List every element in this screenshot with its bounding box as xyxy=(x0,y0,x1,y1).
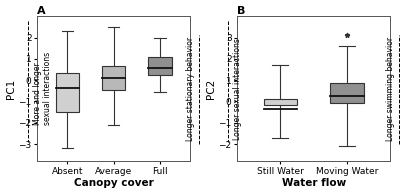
Text: Longer sexual interactions: Longer sexual interactions xyxy=(232,38,242,140)
Bar xyxy=(148,57,172,75)
Bar xyxy=(330,83,364,103)
X-axis label: Water flow: Water flow xyxy=(282,178,346,188)
Bar xyxy=(264,99,297,105)
X-axis label: Canopy cover: Canopy cover xyxy=(74,178,154,188)
Text: More and longer
sexual interactions: More and longer sexual interactions xyxy=(32,52,52,125)
Text: A: A xyxy=(37,6,46,16)
Text: B: B xyxy=(237,6,246,16)
Text: Longer swimming behavior: Longer swimming behavior xyxy=(386,37,395,141)
Bar xyxy=(102,66,125,90)
Y-axis label: PC1: PC1 xyxy=(6,79,16,99)
Bar xyxy=(56,73,79,112)
Y-axis label: PC2: PC2 xyxy=(206,79,216,99)
Text: Longer stationary behavior: Longer stationary behavior xyxy=(186,37,195,141)
